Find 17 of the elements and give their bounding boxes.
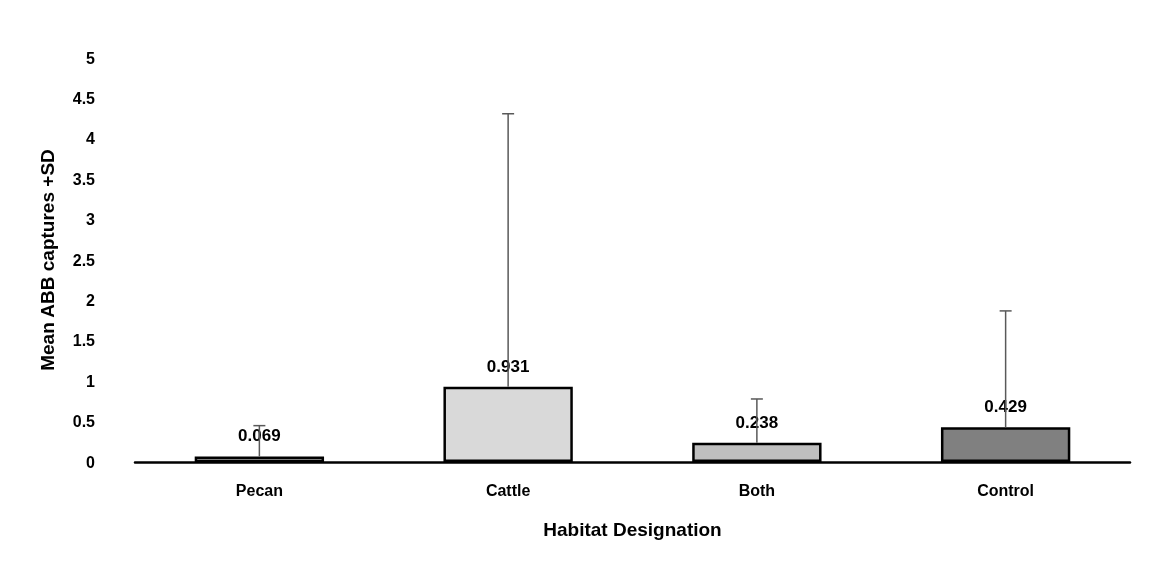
y-tick-label: 2 — [86, 291, 96, 309]
x-axis-title: Habitat Designation — [543, 519, 722, 540]
y-tick-label: 0.5 — [72, 413, 96, 431]
x-tick-label: Cattle — [485, 481, 531, 499]
y-tick-label: 1.5 — [72, 332, 96, 350]
y-tick-label: 4 — [86, 130, 96, 148]
x-tick-label: Control — [977, 481, 1035, 499]
y-tick-label: 3 — [86, 211, 96, 229]
y-tick-label: 1 — [86, 372, 96, 390]
x-tick-label: Pecan — [235, 481, 283, 499]
y-tick-label: 4.5 — [72, 89, 96, 107]
y-tick-label: 0 — [86, 453, 96, 471]
y-tick-label: 3.5 — [72, 170, 96, 188]
y-tick-label: 5 — [86, 49, 96, 67]
y-tick-label: 2.5 — [72, 251, 96, 269]
x-tick-label: Both — [738, 481, 776, 499]
y-axis-title: Mean ABB captures +SD — [37, 149, 58, 371]
